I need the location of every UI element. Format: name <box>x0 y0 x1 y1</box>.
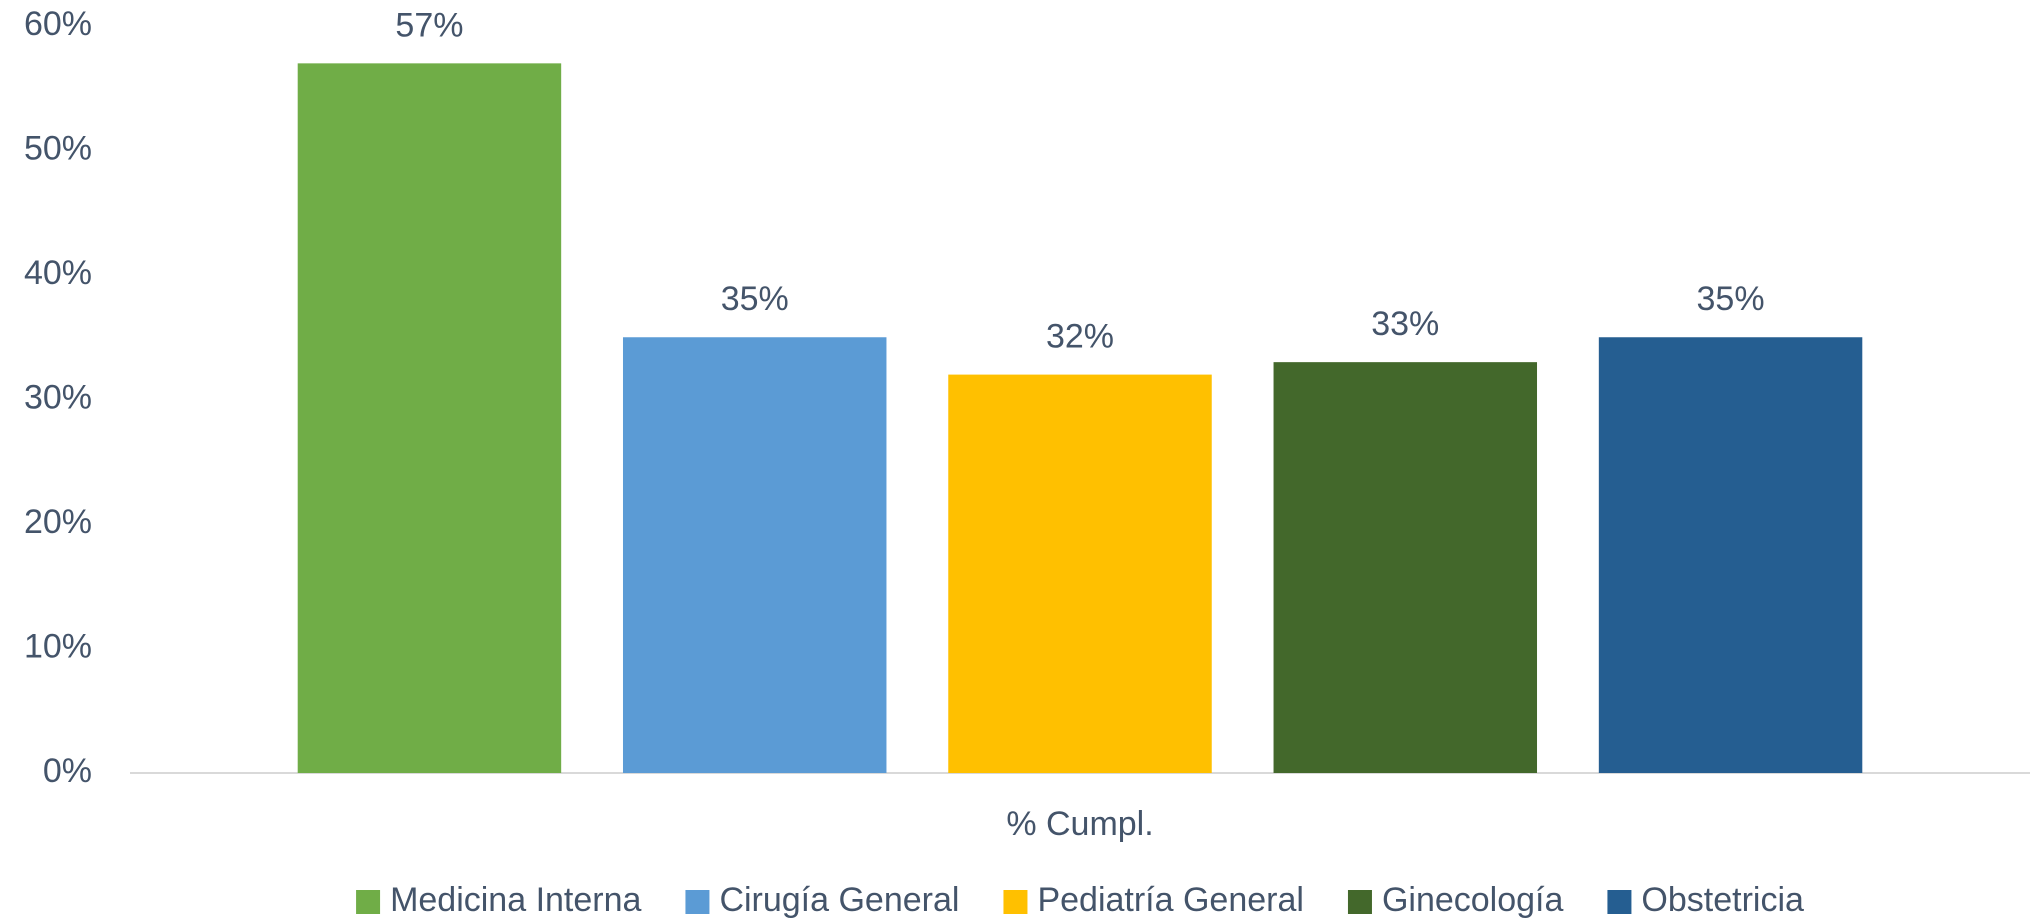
legend-label: Obstetricia <box>1641 881 1804 919</box>
data-label: 35% <box>721 280 789 318</box>
y-tick-label: 60% <box>24 5 92 43</box>
bar <box>1273 362 1538 773</box>
data-label: 33% <box>1371 305 1439 343</box>
y-tick-label: 10% <box>24 627 92 665</box>
x-tick-label: % Cumpl. <box>1006 805 1153 843</box>
legend-label: Pediatría General <box>1037 881 1304 919</box>
legend-swatch <box>1347 890 1372 914</box>
legend-label: Medicina Interna <box>390 881 641 919</box>
legend-swatch <box>1607 890 1632 914</box>
legend-swatch <box>685 890 710 914</box>
legend-swatch <box>1003 890 1028 914</box>
bar <box>948 374 1212 773</box>
data-label: 32% <box>1046 318 1114 356</box>
legend-label: Cirugía General <box>719 881 959 919</box>
bar <box>1598 337 1863 773</box>
data-label: 35% <box>1697 280 1765 318</box>
y-tick-label: 20% <box>24 503 92 541</box>
y-tick-label: 40% <box>24 254 92 292</box>
bar <box>622 337 887 773</box>
legend-swatch <box>356 890 381 914</box>
y-tick-label: 0% <box>43 752 92 790</box>
y-tick-label: 50% <box>24 129 92 167</box>
legend-label: Ginecología <box>1382 881 1564 919</box>
y-tick-label: 30% <box>24 378 92 416</box>
bar <box>297 63 562 774</box>
data-label: 57% <box>395 6 463 44</box>
